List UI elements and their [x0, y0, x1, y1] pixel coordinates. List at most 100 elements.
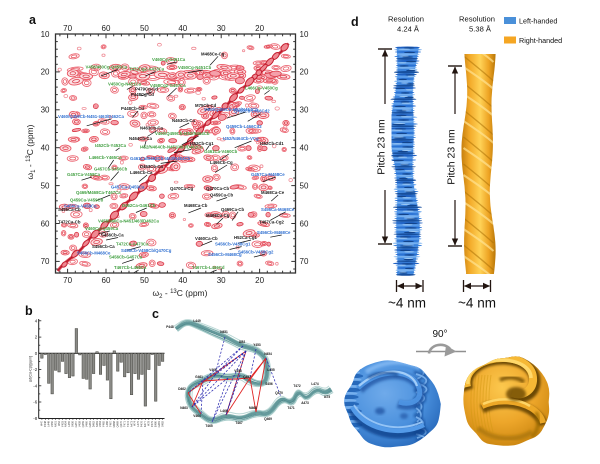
svg-text:30: 30 [300, 106, 309, 115]
svg-text:a: a [29, 13, 37, 27]
svg-text:T472Ca-Cb: T472Ca-Cb [58, 220, 81, 225]
svg-text:V460: V460 [84, 420, 88, 427]
svg-text:D462: D462 [178, 387, 186, 391]
svg-text:Y465: Y465 [102, 420, 106, 427]
svg-text:M468: M468 [249, 406, 257, 410]
svg-text:10: 10 [41, 30, 50, 39]
svg-text:Δδ(Cα-Cβ)[ppm]: Δδ(Cα-Cβ)[ppm] [29, 356, 33, 382]
svg-text:10: 10 [300, 30, 309, 39]
svg-text:Right-handed: Right-handed [519, 36, 562, 45]
svg-text:S456Cb-V458Cb/Q470Cg: S456Cb-V458Cb/Q470Cg [121, 248, 172, 253]
svg-text:40: 40 [41, 144, 50, 153]
svg-text:S456Cb-M468Cg: S456Cb-M468Cg [208, 252, 242, 257]
svg-text:Q469/M468Ca-T467Ca: Q469/M468Ca-T467Ca [76, 190, 121, 195]
svg-text:T467: T467 [235, 421, 242, 425]
svg-text:~4 nm: ~4 nm [458, 296, 496, 311]
svg-text:V458: V458 [234, 369, 242, 373]
svg-text:40: 40 [300, 144, 309, 153]
svg-text:G461: G461 [195, 375, 203, 379]
svg-text:Left-handed: Left-handed [519, 17, 557, 26]
svg-text:T471: T471 [122, 420, 126, 426]
svg-text:70: 70 [41, 257, 50, 266]
svg-text:V450: V450 [50, 420, 54, 427]
svg-text:S482: S482 [160, 420, 164, 427]
svg-text:M468Ca-Ce: M468Ca-Ce [261, 190, 285, 195]
svg-text:I452/N464Cb-VCg: I452/N464Cb-VCg [223, 136, 259, 141]
svg-text:90°: 90° [432, 329, 447, 340]
svg-text:Q459Ca-Cb: Q459Ca-Cb [210, 193, 234, 198]
svg-text:L474: L474 [311, 382, 318, 386]
svg-text:A473: A473 [129, 420, 133, 427]
svg-text:S456Cb-V458Cg1: S456Cb-V458Cg1 [215, 242, 251, 247]
svg-text:T467Cb-L466Ca: T467Cb-L466Ca [114, 265, 147, 270]
svg-text:S456Cb-G457Ca: S456Cb-G457Ca [109, 255, 143, 260]
svg-text:L449: L449 [193, 319, 200, 323]
svg-text:P479: P479 [150, 420, 154, 427]
svg-text:V460Cg-Q459Ca: V460Cg-Q459Ca [85, 226, 119, 231]
svg-text:T465: T465 [205, 424, 212, 428]
svg-text:K477: K477 [143, 420, 147, 427]
svg-text:Pitch 23 nm: Pitch 23 nm [446, 129, 458, 185]
svg-text:60: 60 [102, 276, 111, 285]
svg-text:P448: P448 [43, 420, 47, 427]
svg-text:G481: G481 [157, 420, 161, 427]
svg-text:0: 0 [35, 351, 38, 356]
svg-text:-6: -6 [33, 400, 37, 405]
svg-text:Q469: Q469 [115, 420, 119, 427]
svg-text:L466Cb-Cg: L466Cb-Cg [210, 160, 233, 165]
svg-text:I447: I447 [40, 420, 44, 426]
svg-text:70: 70 [300, 257, 309, 266]
svg-text:c: c [152, 307, 159, 321]
svg-text:Pitch 23 nm: Pitch 23 nm [376, 119, 388, 175]
svg-text:Q459Ca-V459Cb: Q459Ca-V459Cb [70, 198, 104, 203]
svg-text:V460: V460 [209, 368, 217, 372]
svg-text:4: 4 [35, 318, 38, 323]
svg-text:S456: S456 [265, 382, 273, 386]
svg-text:60: 60 [41, 219, 50, 228]
svg-text:V460Ca-Cb: V460Ca-Cb [195, 236, 218, 241]
svg-text:L455: L455 [267, 368, 274, 372]
svg-text:S456Cb-Ca: S456Cb-Ca [92, 244, 115, 249]
svg-text:Resolution: Resolution [388, 15, 424, 24]
svg-text:S456Ca-Cb: S456Ca-Cb [58, 207, 81, 212]
svg-text:P448: P448 [166, 325, 174, 329]
svg-text:Q470: Q470 [119, 420, 123, 427]
svg-text:-4: -4 [33, 383, 37, 388]
svg-text:E480: E480 [153, 420, 157, 427]
svg-text:I452Cb-Y453Ca: I452Cb-Y453Ca [95, 143, 127, 148]
svg-text:G457Ca-V458Ca: G457Ca-V458Ca [67, 172, 101, 177]
svg-text:T471: T471 [287, 406, 294, 410]
svg-text:L466Cg-V450Cg: L466Cg-V450Cg [245, 85, 278, 90]
svg-text:50: 50 [41, 181, 50, 190]
svg-text:V460/Q459Cb-N451-I463/D462Ca: V460/Q459Cb-N451-I463/D462Ca [58, 114, 125, 119]
svg-text:G457Ca-M468Ce: G457Ca-M468Ce [251, 172, 285, 177]
svg-text:P448Cg-Cd: P448Cg-Cd [131, 92, 154, 97]
svg-text:M468Ce-Cg: M468Ce-Cg [201, 51, 225, 56]
svg-text:N463Cb-Ca: N463Cb-Ca [172, 118, 196, 123]
svg-text:G461Ca/D462Cb-I463/N464Cb: G461Ca/D462Cb-I463/N464Cb [130, 156, 191, 161]
svg-text:5.38 Å: 5.38 Å [469, 25, 492, 34]
svg-text:Y453: Y453 [253, 343, 261, 347]
svg-text:P448Cb-Cd: P448Cb-Cd [121, 106, 144, 111]
svg-text:L475: L475 [136, 420, 140, 426]
svg-text:I452: I452 [239, 340, 245, 344]
svg-text:Q469Ca-Cb: Q469Ca-Cb [221, 207, 245, 212]
svg-text:T472: T472 [293, 384, 300, 388]
svg-text:T467: T467 [108, 420, 112, 426]
svg-text:M75Cb-Cd: M75Cb-Cd [195, 103, 217, 108]
svg-text:V460/Q459Cb-H52/N464Cb: V460/Q459Cb-H52/N464Cb [204, 107, 258, 112]
svg-text:I478: I478 [146, 420, 150, 426]
svg-text:V464: V464 [98, 420, 102, 427]
svg-text:60: 60 [102, 24, 111, 33]
svg-text:4.24 Å: 4.24 Å [397, 25, 420, 34]
svg-text:L466: L466 [220, 409, 227, 413]
svg-text:-2: -2 [33, 367, 37, 372]
svg-text:70: 70 [63, 276, 72, 285]
svg-text:Q470Ca-Cb: Q470Ca-Cb [206, 186, 230, 191]
svg-text:G457: G457 [74, 420, 78, 427]
svg-text:S456: S456 [71, 420, 75, 427]
svg-text:N454: N454 [64, 420, 68, 427]
svg-text:D462: D462 [91, 420, 95, 427]
svg-text:T472Ca-A473Ca: T472Ca-A473Ca [116, 242, 149, 247]
svg-text:40: 40 [178, 24, 187, 33]
